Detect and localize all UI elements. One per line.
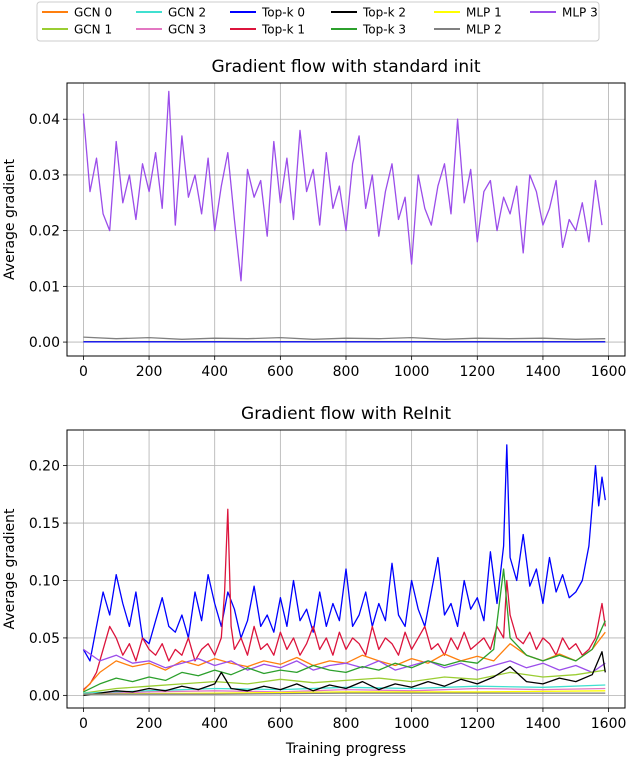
axes-frame [66,82,626,357]
x-tick-label: 800 [333,716,360,732]
y-tick-label: 0.00 [29,688,60,704]
chart-title: Gradient flow with standard init [212,57,481,77]
series-line-mlp-3 [83,648,606,674]
chart-title: Gradient flow with ReInit [241,404,451,424]
x-tick-label: 1200 [459,716,495,732]
x-tick-label: 1600 [591,716,626,732]
x-tick-label: 600 [267,716,294,732]
series-line-mlp-1 [83,690,606,695]
legend-label: GCN 1 [74,23,112,37]
legend-label: MLP 1 [466,6,502,20]
x-tick-label: 1400 [525,716,561,732]
y-tick-label: 0.02 [29,224,60,240]
y-tick-label: 0.10 [29,573,60,589]
series-line-top-k-2 [83,651,606,697]
series-line-gcn-3 [83,687,606,695]
legend-label: Top-k 1 [261,23,305,37]
legend-frame [36,1,600,42]
x-tick-label: 1000 [394,364,430,380]
x-tick-label: 800 [333,364,360,380]
x-tick-label: 200 [136,716,163,732]
legend-label: Top-k 3 [362,23,406,37]
legend-label: GCN 0 [74,6,112,20]
x-tick-label: 0 [79,364,88,380]
legend-label: GCN 2 [168,6,206,20]
y-tick-label: 0.05 [29,631,60,647]
x-tick-label: 400 [201,364,228,380]
bottom-chart-panel: 0 200 400 600 800 1000 1200 1400 1600 0.00 0.05 0.1… [2,404,626,757]
series-line-mlp-2 [83,692,606,695]
axes-frame [66,429,626,709]
x-axis-label: Training progress [285,741,406,757]
top-chart-panel: 0 200 400 600 800 1000 1200 1400 1600 0.00 0.01 0.0… [2,57,626,380]
y-tick-label: 0.04 [29,112,60,128]
series-group [82,444,606,697]
legend-label: MLP 3 [562,6,598,20]
series-line-top-k-1 [82,508,606,691]
x-tick-label: 1200 [459,364,495,380]
series-line-top-k-0 [82,444,606,662]
x-tick-label: 200 [136,364,163,380]
legend-label: Top-k 2 [362,6,406,20]
series-line-gcn-2 [83,684,606,694]
x-tick-label: 1000 [394,716,430,732]
x-tick-label: 1600 [591,364,626,380]
series-line-mlp-2 [83,336,606,340]
x-tick-label: 600 [267,364,294,380]
series-line-top-k-3 [83,568,606,693]
y-tick-label: 0.03 [29,168,60,184]
series-group [82,90,606,343]
y-tick-label: 0.15 [29,516,60,532]
y-tick-label: 0.01 [29,279,60,295]
x-tick-label: 1400 [525,364,561,380]
series-line-gcn-1 [83,669,606,694]
y-axis-label: Average gradient [2,159,18,280]
legend-label: GCN 3 [168,23,206,37]
series-line-mlp-3 [82,90,603,282]
y-tick-label: 0.20 [29,459,60,475]
legend: GCN 0 GCN 1 GCN 2 GCN 3 Top-k 0 Top-k 1 Top-k … [36,1,600,42]
y-tick-label: 0.00 [29,335,60,351]
x-tick-label: 0 [79,716,88,732]
legend-label: MLP 2 [466,23,502,37]
x-tick-label: 400 [201,716,228,732]
legend-label: Top-k 0 [261,6,305,20]
y-axis-label: Average gradient [2,508,18,629]
